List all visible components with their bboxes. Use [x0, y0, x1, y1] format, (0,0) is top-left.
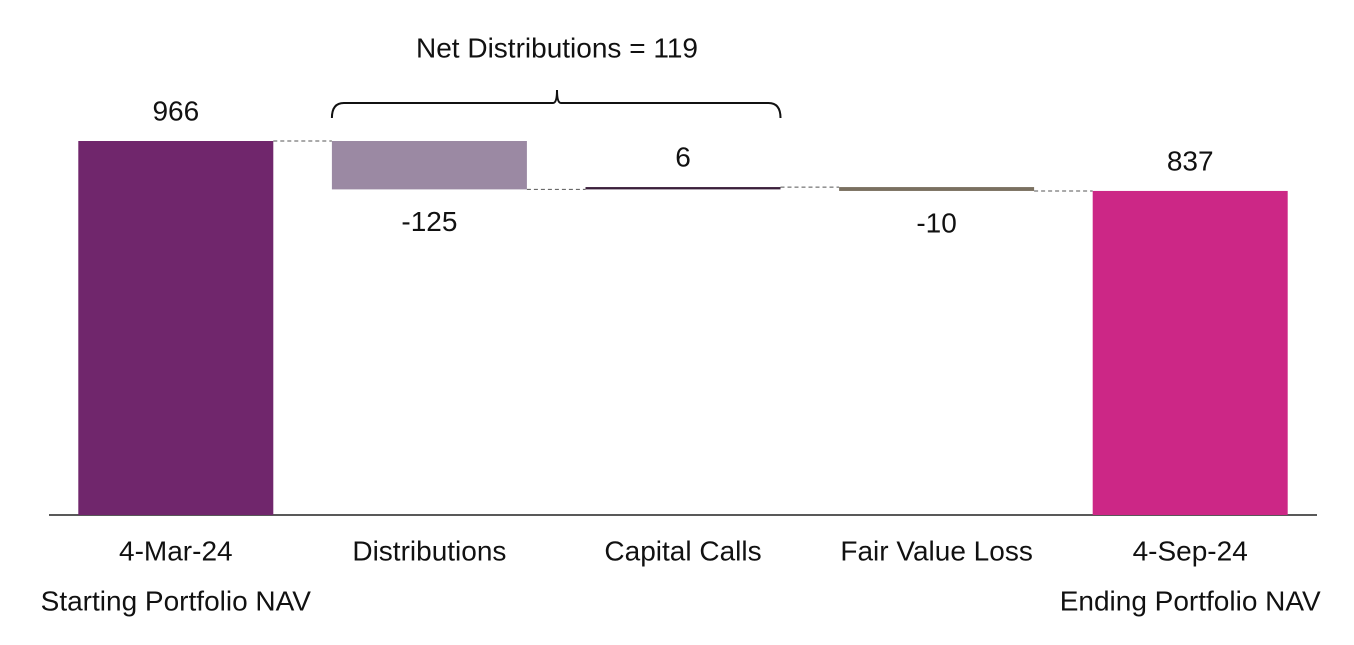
- value-label: 837: [1167, 145, 1214, 176]
- x-tick-label: Capital Calls: [604, 535, 761, 566]
- bar: [839, 187, 1035, 191]
- bar: [78, 141, 274, 515]
- bar: [585, 187, 781, 190]
- x-tick-label: Distributions: [352, 535, 506, 566]
- annotation: Net Distributions = 119: [416, 32, 698, 63]
- x-tick-label: Fair Value Loss: [840, 535, 1032, 566]
- value-label: 6: [675, 141, 691, 172]
- value-label: -10: [916, 207, 956, 238]
- value-label: 966: [152, 95, 199, 126]
- x-tick-label: 4-Mar-24: [119, 535, 233, 566]
- bar: [1092, 190, 1288, 515]
- x-tick-label: 4-Sep-24: [1133, 535, 1248, 566]
- x-sub-label: Ending Portfolio NAV: [1060, 585, 1321, 616]
- bar: [331, 141, 527, 190]
- brace: [330, 89, 782, 119]
- x-sub-label: Starting Portfolio NAV: [41, 585, 312, 616]
- value-label: -125: [401, 206, 457, 237]
